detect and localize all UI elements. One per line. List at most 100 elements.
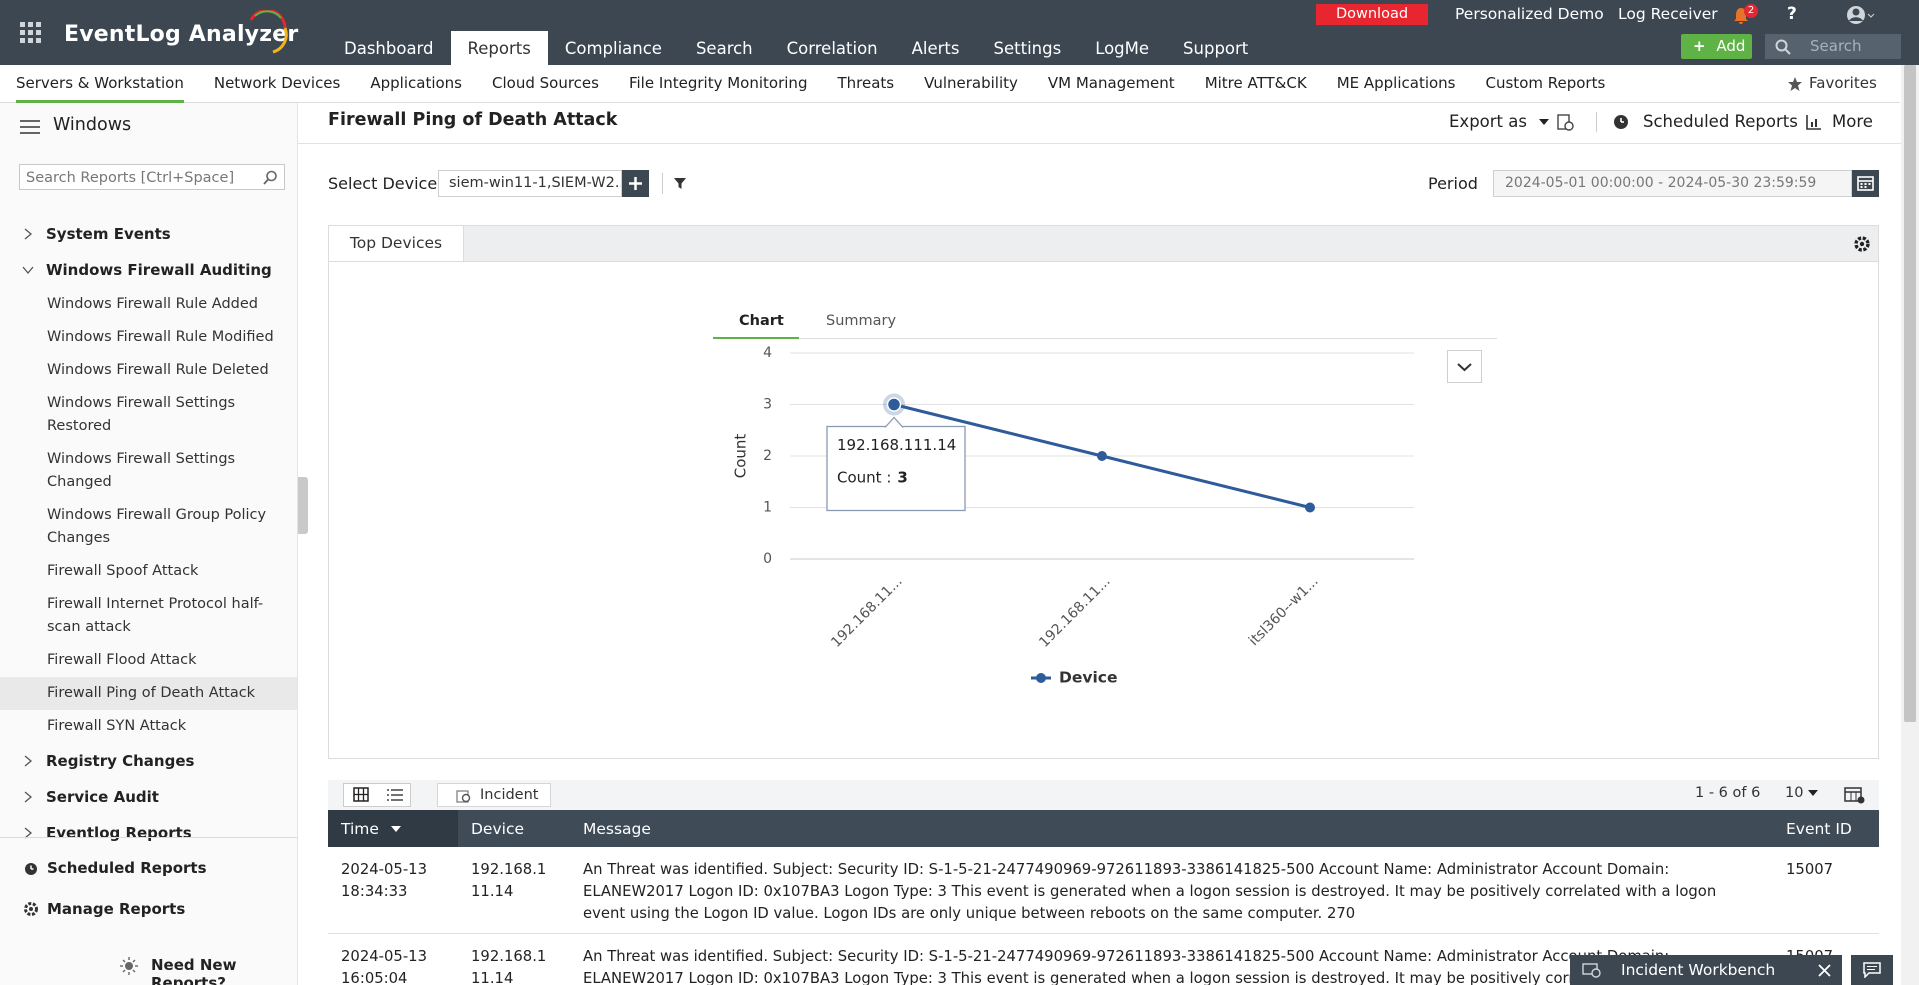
main-tab[interactable]: Support	[1183, 39, 1249, 58]
sort-icon	[390, 825, 401, 832]
column-header[interactable]: Device	[458, 810, 570, 847]
page-size[interactable]: 10	[1785, 785, 1819, 801]
report-item[interactable]: Firewall SYN Attack	[47, 718, 187, 734]
sub-nav-item[interactable]: Network Devices	[213, 74, 341, 92]
point	[1305, 502, 1315, 513]
report-item[interactable]: Windows Firewall Settings Restored	[47, 395, 236, 434]
report-group[interactable]: Windows Firewall Auditing	[0, 252, 297, 288]
report-group[interactable]: Registry Changes	[0, 743, 297, 779]
chart-tab[interactable]: Chart	[739, 313, 784, 329]
panel-tab[interactable]: Top Devices	[329, 226, 464, 261]
scrollbar[interactable]	[1901, 65, 1919, 985]
sidebar-link[interactable]: Scheduled Reports	[47, 859, 207, 877]
sub-nav-item[interactable]: Custom Reports	[1485, 74, 1606, 92]
star-icon	[1788, 77, 1802, 91]
sub-nav-item[interactable]: Vulnerability	[924, 74, 1018, 92]
main-tab[interactable]: Dashboard	[344, 39, 434, 58]
global-search[interactable]: Search	[1765, 34, 1901, 59]
view-toggle	[343, 783, 411, 807]
main-tabs: Dashboard Reports Compliance Search Correlat…	[327, 31, 1265, 65]
report-item[interactable]: Windows Firewall Rule Deleted	[47, 362, 269, 378]
report-item[interactable]: Firewall Spoof Attack	[47, 563, 199, 579]
top-link[interactable]: Personalized Demo	[1455, 5, 1604, 23]
main-tab[interactable]: Compliance	[564, 39, 662, 58]
sub-nav-item[interactable]: Mitre ATT&CK	[1204, 74, 1307, 92]
add-button[interactable]: + Add	[1681, 34, 1752, 59]
chart-options-button[interactable]	[1447, 350, 1482, 383]
sub-nav-item[interactable]: File Integrity Monitoring	[628, 74, 808, 92]
main-tab[interactable]: Search	[695, 39, 753, 58]
list-view-icon[interactable]	[378, 784, 412, 806]
report-item[interactable]: Windows Firewall Group Policy Changes	[47, 507, 267, 546]
main-tab[interactable]: Alerts	[911, 39, 960, 58]
x-tick-label: 192.168.11...	[828, 573, 905, 650]
main-tab[interactable]: Reports	[450, 31, 548, 65]
help-link[interactable]: Need New Reports?	[151, 956, 237, 985]
report-search[interactable]: Search Reports [Ctrl+Space]	[19, 164, 285, 190]
sidebar-title: Windows	[53, 115, 132, 135]
pdf-icon[interactable]	[1556, 113, 1574, 131]
user-avatar[interactable]	[1846, 4, 1876, 26]
point	[1097, 451, 1107, 461]
y-axis-label: Count	[732, 434, 750, 479]
report-item[interactable]: Windows Firewall Rule Modified	[47, 329, 274, 345]
sort-arrow	[390, 825, 401, 832]
download-button[interactable]: Download	[1316, 4, 1428, 25]
divider	[0, 837, 297, 838]
sidebar-link[interactable]: Manage Reports	[47, 900, 186, 918]
grid-view-icon[interactable]	[344, 784, 378, 806]
help-icon[interactable]: ?	[1787, 4, 1797, 24]
scheduled-reports-link[interactable]: Scheduled Reports	[1643, 112, 1798, 131]
scrollbar-thumb[interactable]	[1904, 65, 1916, 722]
period-label: Period	[1428, 174, 1478, 193]
calendar-button[interactable]	[1852, 170, 1879, 197]
column-header[interactable]: Time	[328, 810, 458, 847]
favorites[interactable]: Favorites	[1809, 74, 1877, 92]
sidebar-menu-icon[interactable]	[20, 119, 40, 135]
report-group[interactable]: System Events	[0, 216, 297, 252]
main-tab[interactable]: Settings	[993, 39, 1062, 58]
close-icon[interactable]	[1818, 964, 1831, 977]
tooltip-label: Count :	[837, 468, 891, 486]
filter-icon[interactable]	[673, 176, 687, 190]
chat-button[interactable]	[1851, 955, 1893, 985]
report-item[interactable]: Firewall Internet Protocol half-scan att…	[47, 596, 264, 635]
incident-workbench[interactable]: Incident Workbench	[1570, 955, 1842, 985]
sub-nav-item[interactable]: Applications	[370, 74, 462, 92]
sub-nav-item[interactable]: VM Management	[1047, 74, 1175, 92]
sub-nav-item[interactable]: Servers & Workstation	[16, 65, 184, 103]
more-icon	[1806, 115, 1821, 130]
add-device-button[interactable]	[622, 170, 649, 197]
report-group[interactable]: Eventlog Reports	[0, 815, 297, 851]
report-item[interactable]: Windows Firewall Settings Changed	[47, 451, 236, 490]
app-menu-icon[interactable]	[20, 22, 42, 44]
search-icon	[263, 170, 277, 185]
incident-button[interactable]: Incident	[437, 783, 551, 807]
device-select[interactable]: siem-win11-1,SIEM-W2...	[438, 170, 622, 197]
point	[886, 397, 902, 412]
sub-nav-item[interactable]: Threats	[837, 74, 895, 92]
brand[interactable]: EventLog Analyzer	[64, 22, 299, 47]
sub-nav-item[interactable]: Cloud Sources	[492, 74, 599, 92]
chevron	[24, 827, 33, 839]
sub-nav-item[interactable]: ME Applications	[1336, 74, 1456, 92]
report-item[interactable]: Firewall Ping of Death Attack	[0, 677, 297, 710]
chart-tab[interactable]: Summary	[826, 313, 897, 329]
columns-icon[interactable]	[1844, 786, 1866, 804]
tab-line	[713, 338, 1497, 339]
table-row: 2024-05-13 18:34:33 192.168.111.14 An Thre…	[328, 847, 1879, 934]
settings-icon[interactable]	[1853, 235, 1871, 253]
sidebar-collapse-handle[interactable]	[298, 477, 308, 534]
report-item[interactable]: Firewall Flood Attack	[47, 652, 197, 668]
period-input[interactable]: 2024-05-01 00:00:00 - 2024-05-30 23:59:5…	[1493, 170, 1852, 197]
main-tab[interactable]: LogMe	[1095, 39, 1150, 58]
main-tab[interactable]: Correlation	[786, 39, 878, 58]
export-menu[interactable]: Export as	[1449, 112, 1550, 131]
column-header[interactable]: Event ID	[1773, 810, 1879, 847]
more-menu[interactable]: More	[1832, 112, 1873, 131]
column-header[interactable]: Message	[570, 810, 1773, 847]
report-group[interactable]: Service Audit	[0, 779, 297, 815]
report-item[interactable]: Windows Firewall Rule Added	[47, 296, 258, 312]
top-link[interactable]: Log Receiver	[1618, 5, 1718, 23]
